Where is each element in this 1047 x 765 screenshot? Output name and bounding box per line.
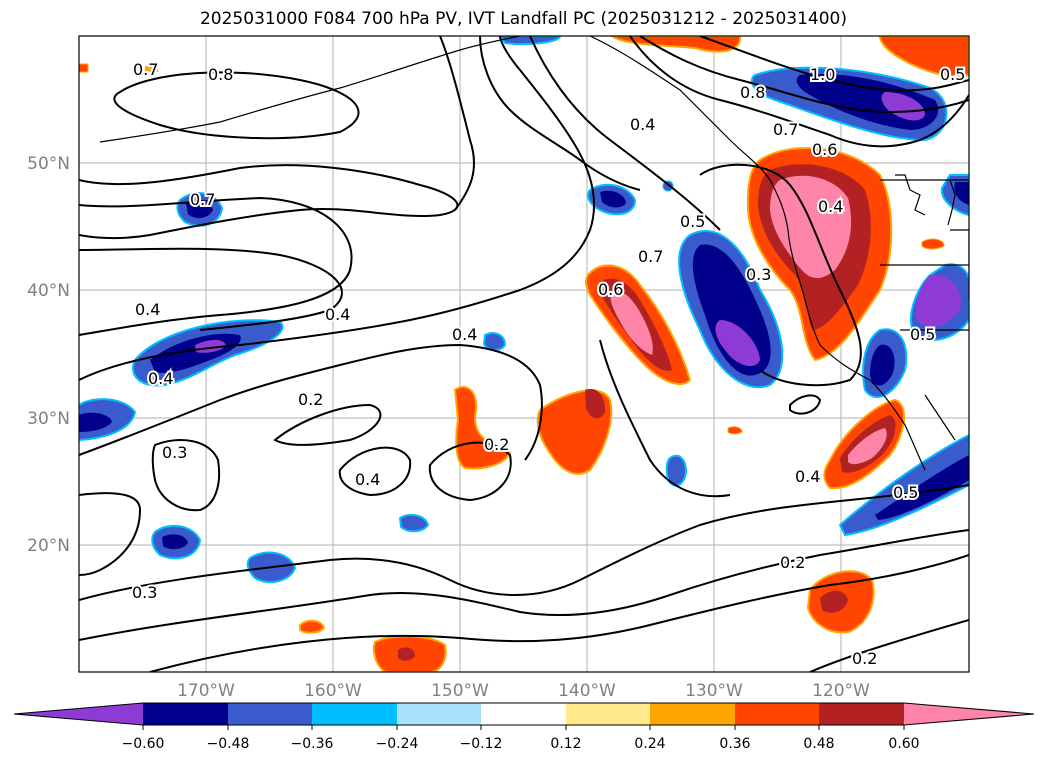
lat-label-40n: 40°N xyxy=(27,281,70,301)
lon-label-120w: 120°W xyxy=(812,681,870,701)
contour-label: 0.4 xyxy=(630,115,655,134)
contour-label: 0.5 xyxy=(910,325,935,344)
colorbar-tick-label: 0.36 xyxy=(719,736,750,752)
contour-label: 0.4 xyxy=(355,470,380,489)
map-frame xyxy=(78,35,970,673)
colorbar-tick-label: 0.24 xyxy=(634,736,665,752)
colorbar-neg-extend xyxy=(14,703,143,725)
colorbar-segment xyxy=(481,703,566,725)
lat-label-50n: 50°N xyxy=(27,154,70,174)
contour-label: 0.4 xyxy=(148,369,173,388)
contour-label: 0.8 xyxy=(208,65,233,84)
colorbar-segment xyxy=(566,703,650,725)
contour-label: 0.7 xyxy=(190,190,215,209)
contour-label: 0.2 xyxy=(484,435,509,454)
contour-label: 0.7 xyxy=(638,247,663,266)
contour-label: 0.3 xyxy=(162,443,187,462)
contour-label: 0.4 xyxy=(818,197,843,216)
lon-label-140w: 140°W xyxy=(558,681,616,701)
contour-label: 0.2 xyxy=(852,649,877,668)
contour-label: 0.4 xyxy=(135,300,160,319)
contour-label: 1.0 xyxy=(810,65,835,84)
contour-label: 0.6 xyxy=(598,280,623,299)
contour-label: 0.4 xyxy=(795,467,820,486)
map-title: 2025031000 F084 700 hPa PV, IVT Landfall… xyxy=(199,9,847,29)
lon-label-130w: 130°W xyxy=(685,681,743,701)
contour-label: 0.5 xyxy=(893,483,918,502)
colorbar-segment xyxy=(650,703,735,725)
contour-label: 0.2 xyxy=(298,390,323,409)
lon-label-160w: 160°W xyxy=(304,681,362,701)
contour-label: 0.8 xyxy=(740,83,765,102)
colorbar-segment xyxy=(735,703,819,725)
colorbar-tick-label: 0.12 xyxy=(550,736,581,752)
contour-label: 0.6 xyxy=(812,140,837,159)
contour-labels: 0.7 0.8 0.4 0.8 0.7 0.6 1.0 0.5 0.7 0.4 … xyxy=(130,58,967,670)
pv-contours xyxy=(79,36,969,672)
contour-label: 0.7 xyxy=(133,60,158,79)
lon-label-150w: 150°W xyxy=(431,681,489,701)
colorbar-pos-extend xyxy=(904,703,1034,725)
colorbar-segment xyxy=(143,703,228,725)
positive-anomaly-fills xyxy=(79,36,969,672)
colorbar-tick-label: −0.36 xyxy=(291,736,334,752)
colorbar-tick-label: 0.60 xyxy=(888,736,919,752)
contour-label: 0.2 xyxy=(780,553,805,572)
colorbar-tick-label: −0.60 xyxy=(122,736,165,752)
contour-label: 0.4 xyxy=(325,305,350,324)
lat-label-20n: 20°N xyxy=(27,536,70,556)
contour-label: 0.3 xyxy=(746,265,771,284)
lon-label-170w: 170°W xyxy=(177,681,235,701)
colorbar-tick-label: −0.48 xyxy=(207,736,250,752)
contour-label: 0.4 xyxy=(452,325,477,344)
colorbar-tick-label: −0.12 xyxy=(460,736,503,752)
contour-label: 0.5 xyxy=(680,212,705,231)
colorbar-segment xyxy=(312,703,397,725)
colorbar-segment xyxy=(397,703,481,725)
contour-label: 0.5 xyxy=(940,65,965,84)
colorbar-tick-label: −0.24 xyxy=(376,736,419,752)
contour-label: 0.7 xyxy=(773,120,798,139)
colorbar-tick-label: 0.48 xyxy=(803,736,834,752)
contour-label: 0.3 xyxy=(132,583,157,602)
colorbar-segment xyxy=(819,703,904,725)
lat-label-30n: 30°N xyxy=(27,409,70,429)
colorbar-segment xyxy=(228,703,312,725)
colorbar: −0.60 −0.48 −0.36 −0.24 −0.12 0.12 0.24 … xyxy=(13,702,1035,752)
